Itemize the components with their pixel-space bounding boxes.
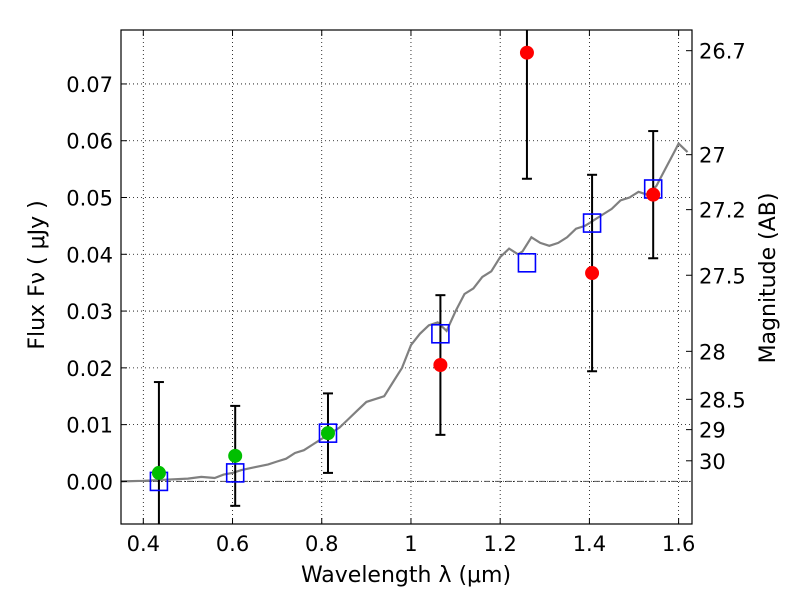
x-tick-label: 0.6 [216,532,249,556]
mag-tick-label: 28 [699,340,726,364]
data-point [320,426,335,441]
y-tick-label: 0.07 [66,73,113,97]
data-point [519,45,534,60]
model-photometry-point [517,253,537,273]
plot-frame [120,29,693,525]
x-tick-label: 1.2 [483,532,516,556]
mag-tick-label: 29 [699,419,726,443]
y-tick-label: 0.00 [66,470,113,494]
mag-tick-label: 26.7 [699,40,746,64]
error-bars [153,30,659,524]
x-tick-label: 1.6 [662,532,695,556]
x-tick-label: 0.4 [127,532,160,556]
model-photometry-point [582,213,602,233]
grid [121,30,692,524]
data-point [646,187,661,202]
x-tick-label: 1 [404,532,417,556]
x-tick-label: 0.8 [305,532,338,556]
mag-tick-label: 27.2 [699,199,746,223]
x-axis-label: Wavelength λ (μm) [301,563,511,588]
mag-tick-label: 30 [699,450,726,474]
model-sed [120,141,689,483]
data-point [151,465,166,480]
y-tick-label: 0.03 [66,300,113,324]
y-axis-label: Flux Fν ( μJy ) [25,200,50,349]
model-photometry-point [318,423,338,443]
y-tick-label: 0.05 [66,187,113,211]
mag-tick-label: 28.5 [699,388,746,412]
data-point [228,448,243,463]
mag-tick-label: 27.5 [699,264,746,288]
y-tick-label: 0.06 [66,130,113,154]
model-photometry-point [225,463,245,483]
data-point [585,266,600,281]
axes: 0.4 0.6 0.8 1 1.2 1.4 1.6 0.00 0.01 0.02 0.03 0.04 0… [66,30,746,556]
model-photometry-point [431,323,450,344]
x-tick-label: 1.4 [573,532,606,556]
y-tick-label: 0.04 [66,243,113,267]
mag-tick-label: 27 [699,144,726,168]
y-tick-label: 0.01 [66,414,113,438]
y-tick-label: 0.02 [66,357,113,381]
data-markers [149,45,663,492]
data-point [433,358,448,373]
model-sed-line [120,141,689,483]
y2-axis-label: Magnitude (AB) [756,193,781,364]
